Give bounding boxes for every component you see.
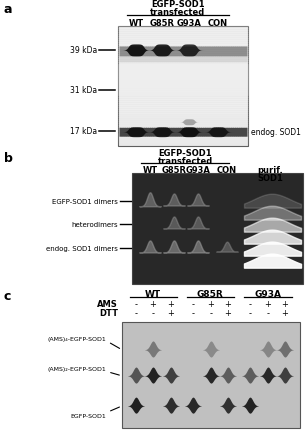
Text: G93A: G93A <box>177 19 201 28</box>
Text: endog. SOD1: endog. SOD1 <box>251 128 301 137</box>
Text: +: + <box>224 299 231 308</box>
Text: -: - <box>192 308 195 317</box>
Text: G85R: G85R <box>162 165 186 174</box>
Text: 39 kDa: 39 kDa <box>70 46 97 55</box>
Bar <box>132 173 303 284</box>
Text: EGFP-SOD1: EGFP-SOD1 <box>158 148 212 157</box>
Text: +: + <box>167 299 174 308</box>
Text: transfected: transfected <box>157 157 213 165</box>
Text: +: + <box>264 299 271 308</box>
Text: c: c <box>4 289 11 302</box>
Text: EGFP-SOD1: EGFP-SOD1 <box>70 413 106 418</box>
Text: AMS: AMS <box>97 299 118 308</box>
Text: +: + <box>282 299 289 308</box>
Text: heterodimers: heterodimers <box>71 221 118 227</box>
Text: +: + <box>149 299 156 308</box>
Text: G85R: G85R <box>149 19 174 28</box>
Text: -: - <box>267 308 270 317</box>
Text: purif.: purif. <box>257 165 283 174</box>
Text: 31 kDa: 31 kDa <box>70 86 97 95</box>
Text: -: - <box>135 308 138 317</box>
Text: (AMS)₂-EGFP-SOD1: (AMS)₂-EGFP-SOD1 <box>47 366 106 371</box>
Text: b: b <box>4 151 13 164</box>
Text: 17 kDa: 17 kDa <box>70 127 97 136</box>
Text: DTT: DTT <box>99 308 118 317</box>
Text: WT: WT <box>145 289 161 298</box>
Text: -: - <box>192 299 195 308</box>
Text: CON: CON <box>217 165 237 174</box>
Text: EGFP-SOD1 dimers: EGFP-SOD1 dimers <box>52 198 118 204</box>
Text: WT: WT <box>128 19 144 28</box>
Text: G93A: G93A <box>185 165 210 174</box>
Text: EGFP-SOD1: EGFP-SOD1 <box>151 0 205 9</box>
Text: +: + <box>167 308 174 317</box>
Text: -: - <box>152 308 155 317</box>
Text: G93A: G93A <box>254 289 282 298</box>
Text: transfected: transfected <box>150 8 206 17</box>
Text: a: a <box>4 3 13 16</box>
Bar <box>122 322 300 428</box>
Text: +: + <box>224 308 231 317</box>
Text: SOD1: SOD1 <box>257 173 283 182</box>
Text: +: + <box>208 299 214 308</box>
Text: -: - <box>135 299 138 308</box>
Text: +: + <box>282 308 289 317</box>
Text: (AMS)₄-EGFP-SOD1: (AMS)₄-EGFP-SOD1 <box>47 336 106 341</box>
Text: -: - <box>210 308 213 317</box>
Text: CON: CON <box>208 19 228 28</box>
Text: -: - <box>249 308 252 317</box>
Text: WT: WT <box>142 165 158 174</box>
Bar <box>118 27 248 146</box>
Text: -: - <box>249 299 252 308</box>
Text: G85R: G85R <box>197 289 223 298</box>
Text: endog. SOD1 dimers: endog. SOD1 dimers <box>46 245 118 251</box>
